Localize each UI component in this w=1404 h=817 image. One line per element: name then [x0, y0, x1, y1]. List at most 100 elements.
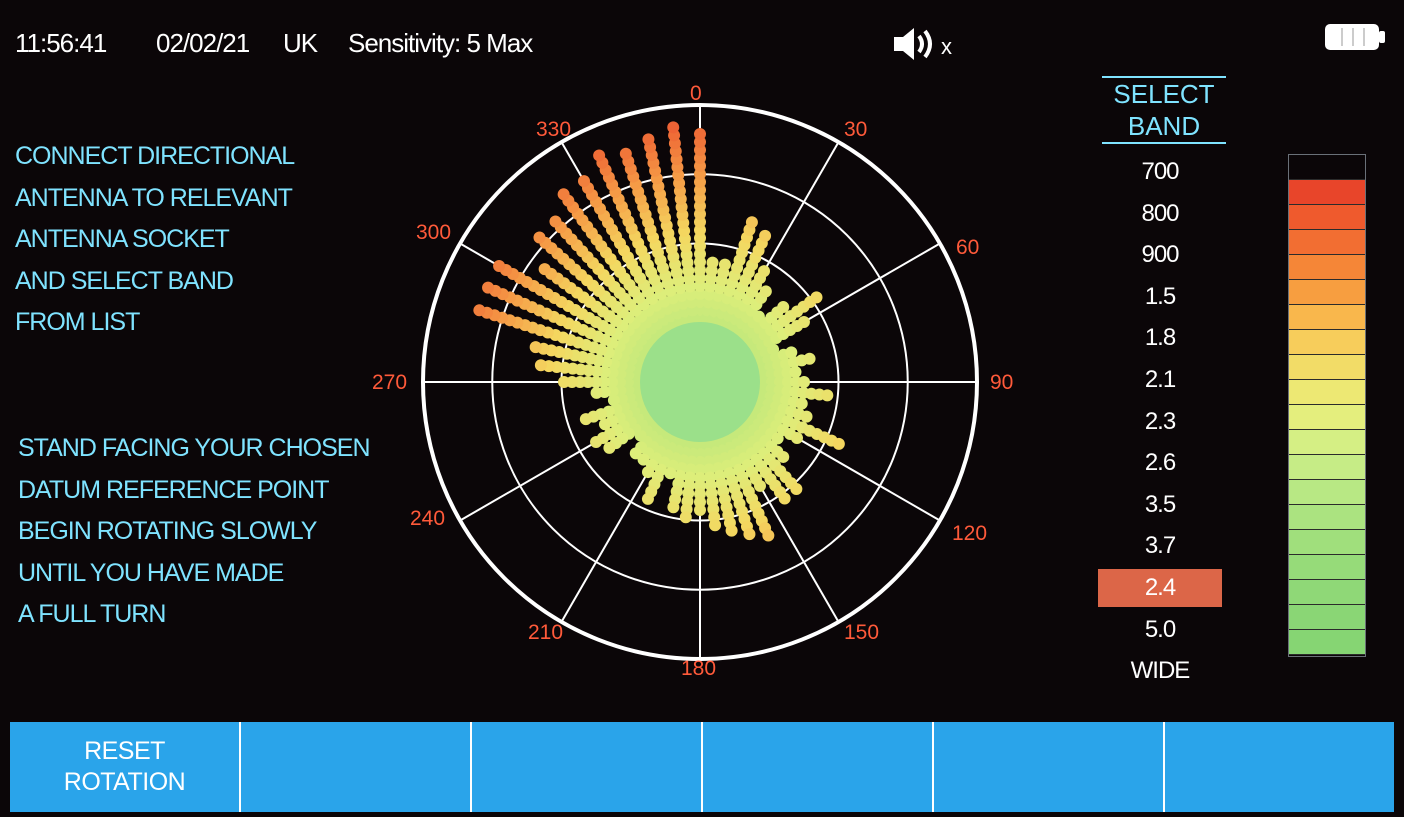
scale-segment [1289, 330, 1365, 355]
angle-label-90: 90 [990, 371, 1013, 394]
scale-segment [1289, 405, 1365, 430]
mute-mark: x [941, 34, 952, 59]
ray-dot [664, 467, 677, 480]
scale-segment [1289, 155, 1365, 180]
status-bar: 11:56:41 02/02/21 UK Sensitivity: 5 Max … [0, 0, 1404, 80]
scale-segment [1289, 605, 1365, 630]
angle-label-300: 300 [416, 221, 451, 244]
band-option-2-1[interactable]: 2.1 [1144, 365, 1176, 393]
polar-center [640, 322, 760, 442]
ray-dot [797, 316, 810, 328]
scale-segment [1289, 355, 1365, 380]
band-option-900[interactable]: 900 [1141, 241, 1179, 269]
ray-dot [667, 501, 680, 514]
ray-dot [598, 418, 611, 431]
scale-segment [1289, 480, 1365, 505]
ray-348 [642, 133, 697, 342]
instructions-rotate: STAND FACING YOUR CHOSEN DATUM REFERENCE… [18, 428, 371, 636]
ray-168 [703, 422, 738, 537]
ray-dot [557, 188, 570, 201]
softkey-3[interactable] [472, 722, 703, 812]
signal-color-scale [1288, 154, 1366, 657]
scale-segment [1289, 555, 1365, 580]
ray-dot [579, 413, 592, 426]
region-label: UK [283, 28, 318, 58]
angle-label-60: 60 [956, 236, 979, 259]
ray-dot [709, 519, 722, 532]
ray-dot [758, 265, 770, 278]
instruction-line: A FULL TURN [18, 600, 166, 628]
band-option-700[interactable]: 700 [1141, 158, 1179, 185]
angle-label-0: 0 [690, 82, 702, 105]
band-option-1-5[interactable]: 1.5 [1144, 282, 1176, 310]
battery-full-icon [1325, 24, 1385, 50]
band-option-3-5[interactable]: 3.5 [1144, 490, 1176, 518]
ray-dot [795, 397, 808, 410]
angle-label-150: 150 [844, 621, 879, 644]
header-rule [1102, 76, 1226, 78]
ray-dot [538, 263, 551, 276]
scale-segment [1289, 205, 1365, 230]
softkey-6[interactable] [1165, 722, 1394, 812]
ray-dot [798, 376, 810, 388]
ray-dot [529, 341, 542, 354]
softkey-2[interactable] [241, 722, 472, 812]
band-option-3-7[interactable]: 3.7 [1144, 532, 1176, 560]
polar-center-blob [640, 322, 760, 442]
band-option-wide[interactable]: WIDE [1130, 657, 1191, 685]
ray-dot [590, 436, 603, 448]
ray-dot [603, 441, 616, 454]
ray-288 [473, 304, 661, 374]
instruction-line: ANTENNA SOCKET [15, 225, 230, 253]
ray-dot [607, 394, 620, 407]
ray-dot [493, 260, 506, 272]
ray-dot [642, 466, 654, 479]
instruction-line: DATUM REFERENCE POINT [18, 475, 329, 504]
ray-dot [777, 301, 790, 314]
ray-dot [679, 511, 692, 524]
band-option-2-4[interactable]: 2.4 [1098, 568, 1222, 607]
ray-dot [821, 389, 834, 402]
scale-segment [1289, 430, 1365, 455]
angle-label-210: 210 [528, 621, 563, 644]
band-list: 700 800 900 1.5 1.8 2.1 2.3 2.6 3.5 3.7 2.4 5.0 WIDE [1098, 151, 1222, 692]
softkey-5[interactable] [934, 722, 1165, 812]
scale-segment [1289, 455, 1365, 480]
instruction-line: AND SELECT BAND [15, 266, 234, 295]
sensitivity-label: Sensitivity: 5 Max [348, 28, 533, 58]
ray-dot [785, 346, 798, 359]
ray-dot [777, 450, 790, 463]
angle-label-330: 330 [536, 118, 571, 141]
scale-segment [1289, 530, 1365, 555]
ray-dot [803, 352, 816, 365]
ray-dot [667, 121, 680, 134]
angle-label-120: 120 [952, 522, 987, 545]
band-option-2-6[interactable]: 2.6 [1144, 449, 1176, 477]
ray-186 [679, 423, 701, 524]
band-option-2-3[interactable]: 2.3 [1144, 407, 1176, 435]
instruction-line: STAND FACING YOUR CHOSEN [18, 434, 371, 462]
softkey-4[interactable] [703, 722, 934, 812]
scale-segment [1289, 505, 1365, 530]
angle-label-180: 180 [681, 657, 716, 680]
ray-dot [534, 359, 547, 372]
band-option-1-8[interactable]: 1.8 [1144, 324, 1176, 352]
scale-segment [1289, 280, 1365, 305]
ray-dot [619, 147, 632, 160]
angle-label-240: 240 [410, 507, 445, 530]
ray-dot [762, 529, 775, 542]
ray-dot [790, 483, 803, 496]
reset-rotation-button[interactable]: RESET ROTATION [10, 722, 241, 812]
ray-dot [745, 216, 758, 229]
ray-354 [667, 121, 701, 341]
band-option-5-0[interactable]: 5.0 [1144, 615, 1176, 643]
band-option-800[interactable]: 800 [1141, 199, 1179, 227]
ray-dot [482, 281, 495, 294]
ray-dot [810, 291, 823, 304]
ray-dot [718, 258, 731, 271]
scale-segment [1289, 580, 1365, 605]
ray-dot [473, 304, 486, 317]
speaker-muted-icon[interactable] [890, 24, 960, 64]
ray-dot [743, 528, 756, 541]
